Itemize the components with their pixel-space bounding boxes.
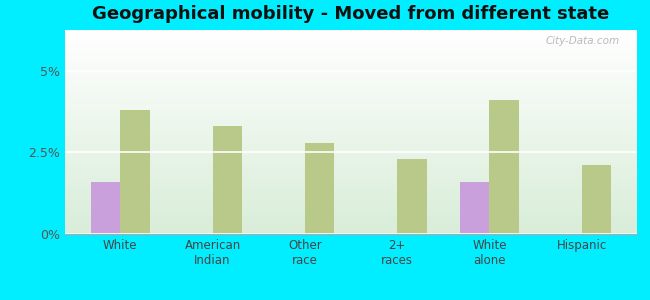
Text: City-Data.com: City-Data.com xyxy=(546,36,620,46)
Bar xyxy=(91,182,120,234)
Bar xyxy=(397,159,426,234)
Bar xyxy=(582,166,611,234)
Bar xyxy=(460,182,489,234)
Bar xyxy=(120,110,150,234)
Bar xyxy=(213,126,242,234)
Bar xyxy=(305,142,334,234)
Bar xyxy=(489,100,519,234)
Title: Geographical mobility - Moved from different state: Geographical mobility - Moved from diffe… xyxy=(92,5,610,23)
